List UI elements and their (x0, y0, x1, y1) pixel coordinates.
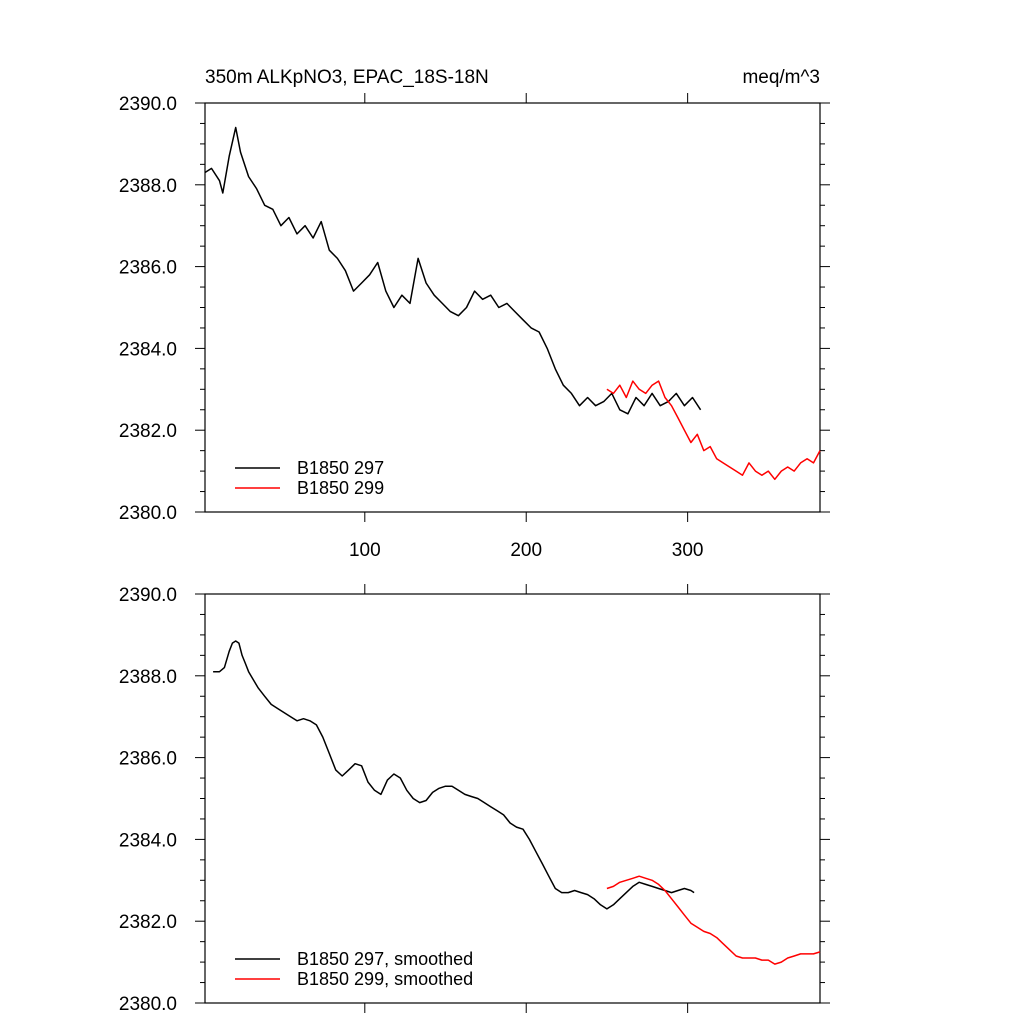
legend-label: B1850 299 (297, 478, 384, 498)
y-tick-label: 2384.0 (119, 339, 177, 360)
y-tick-label: 2380.0 (119, 503, 177, 524)
y-tick-label: 2388.0 (119, 176, 177, 197)
y-tick-label: 2382.0 (119, 912, 177, 933)
series-line-b1850-299 (606, 875, 821, 965)
plot-frame (204, 593, 821, 1004)
legend-label: B1850 297 (297, 458, 384, 478)
series-line-b1850-297 (213, 640, 695, 910)
y-tick-label: 2386.0 (119, 258, 177, 279)
y-tick-label: 2390.0 (119, 585, 177, 606)
x-tick-label: 200 (510, 540, 542, 561)
chart-panel-2: 2380.0 2382.0 2384.0 2386.0 2388.0 2390.0 B185… (119, 584, 830, 1015)
chart-panel-1: 2380.0 2382.0 2384.0 2386.0 2388.0 2390.0 100 2… (119, 67, 830, 561)
x-tick-label: 100 (349, 540, 381, 561)
y-tick-label: 2390.0 (119, 94, 177, 115)
series-line-b1850-297 (204, 126, 702, 415)
chart-units: meq/m^3 (742, 67, 820, 88)
legend-label: B1850 299, smoothed (297, 969, 473, 989)
y-tick-label: 2386.0 (119, 749, 177, 770)
y-tick-label: 2382.0 (119, 421, 177, 442)
y-tick-label: 2384.0 (119, 830, 177, 851)
legend-label: B1850 297, smoothed (297, 949, 473, 969)
series-line-b1850-299 (606, 380, 821, 481)
plot-frame (204, 102, 821, 513)
chart-title: 350m ALKpNO3, EPAC_18S-18N (205, 67, 489, 88)
y-tick-label: 2380.0 (119, 994, 177, 1015)
y-tick-label: 2388.0 (119, 667, 177, 688)
x-tick-label: 300 (672, 540, 704, 561)
